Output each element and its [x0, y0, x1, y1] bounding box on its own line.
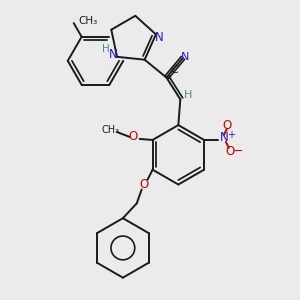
Text: CH₃: CH₃ [79, 16, 98, 26]
Text: N: N [109, 48, 118, 61]
Text: H: H [102, 44, 110, 54]
Text: O: O [128, 130, 137, 143]
Text: N: N [220, 131, 228, 145]
Text: O: O [222, 118, 232, 132]
Text: N: N [154, 31, 163, 44]
Text: H: H [184, 90, 192, 100]
Text: −: − [232, 145, 243, 158]
Text: +: + [227, 130, 235, 140]
Text: CH₃: CH₃ [102, 125, 120, 135]
Text: O: O [225, 145, 235, 158]
Text: N: N [181, 52, 189, 62]
Text: C: C [170, 65, 178, 75]
Text: O: O [139, 178, 148, 191]
